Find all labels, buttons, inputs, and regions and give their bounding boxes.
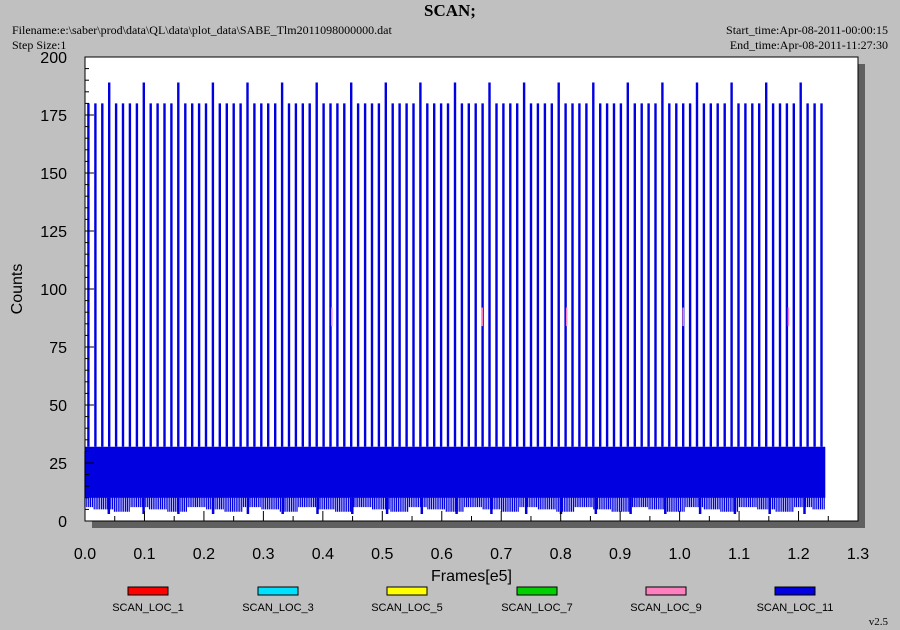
legend-swatch [645, 586, 687, 596]
chart-title: SCAN; [424, 1, 476, 20]
start-time-label: Start_time:Apr-08-2011-00:00:15 [726, 23, 888, 37]
y-tick-label: 100 [40, 282, 67, 299]
y-tick-label: 75 [49, 340, 67, 357]
filename-label: Filename:e:\saber\prod\data\QL\data\plot… [12, 23, 392, 37]
x-tick-label: 0.6 [431, 546, 453, 563]
y-tick-label: 0 [58, 514, 67, 531]
legend-swatch [774, 586, 816, 596]
y-axis-title: Counts [9, 264, 26, 315]
x-tick-label: 0.4 [312, 546, 334, 563]
legend-swatch [386, 586, 428, 596]
scan-loc-11-spikes [87, 82, 823, 447]
legend-label: SCAN_LOC_5 [371, 602, 443, 614]
legend-label: SCAN_LOC_9 [630, 602, 702, 614]
x-tick-label: 1.1 [728, 546, 750, 563]
legend-label: SCAN_LOC_3 [242, 602, 314, 614]
x-tick-label: 0.1 [133, 546, 155, 563]
legend-label: SCAN_LOC_1 [112, 602, 184, 614]
version-label: v2.5 [868, 616, 888, 628]
legend-swatch [257, 586, 299, 596]
legend-swatch [127, 586, 169, 596]
x-tick-label: 0.5 [371, 546, 393, 563]
scan-loc-11-dips [107, 497, 806, 514]
x-tick-label: 0.2 [193, 546, 215, 563]
legend-label: SCAN_LOC_7 [501, 602, 573, 614]
y-tick-label: 50 [49, 398, 67, 415]
x-axis-title: Frames[e5] [431, 568, 512, 585]
x-tick-label: 0.9 [609, 546, 631, 563]
legend-swatch [516, 586, 558, 596]
legend-label: SCAN_LOC_11 [757, 602, 834, 614]
y-tick-label: 150 [40, 166, 67, 183]
x-tick-label: 0.8 [550, 546, 572, 563]
y-tick-label: 125 [40, 224, 67, 241]
x-tick-label: 0.7 [490, 546, 512, 563]
y-tick-label: 200 [40, 50, 67, 67]
x-tick-label: 1.2 [787, 546, 809, 563]
x-tick-label: 0.0 [74, 546, 96, 563]
y-tick-label: 175 [40, 108, 67, 125]
x-tick-label: 0.3 [252, 546, 274, 563]
x-tick-label: 1.0 [668, 546, 690, 563]
end-time-label: End_time:Apr-08-2011-11:27:30 [729, 38, 888, 52]
y-tick-label: 25 [49, 456, 67, 473]
step-size-label: Step Size:1 [12, 38, 67, 52]
x-tick-label: 1.3 [847, 546, 869, 563]
